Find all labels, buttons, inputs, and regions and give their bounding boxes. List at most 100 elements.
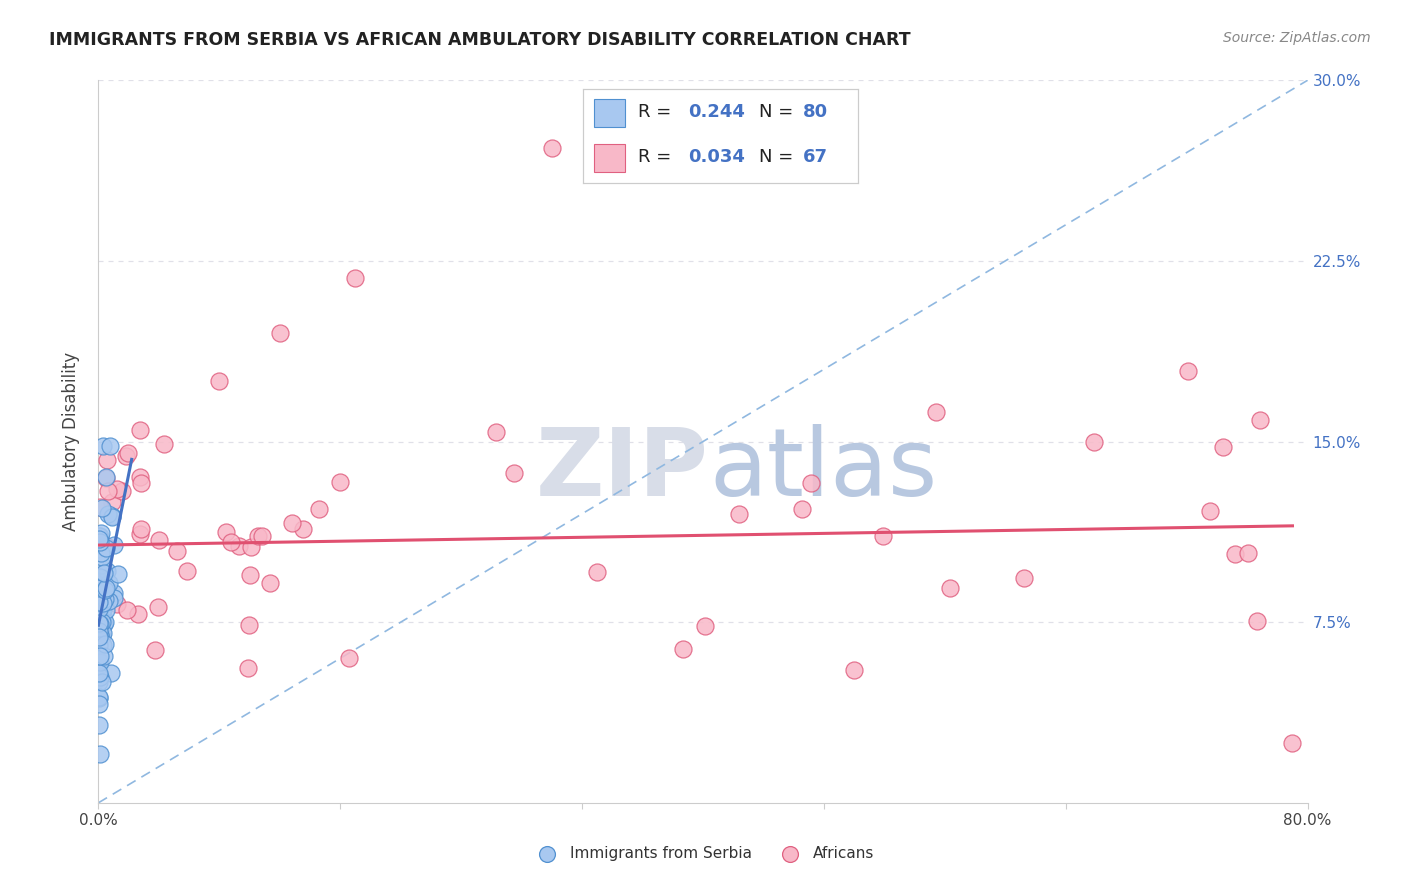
Point: [89, 654, 111, 668]
Point: [153, 436, 176, 450]
Point: [93, 540, 115, 554]
Point: [91, 500, 114, 515]
Point: [89, 747, 111, 762]
Point: [228, 539, 250, 553]
Point: [146, 599, 169, 614]
Text: N =: N =: [759, 148, 799, 166]
Point: [101, 495, 124, 509]
Point: [129, 475, 152, 490]
Point: [308, 502, 330, 516]
Point: [90, 581, 112, 595]
Legend: Immigrants from Serbia, Africans: Immigrants from Serbia, Africans: [526, 840, 880, 867]
Point: [291, 522, 314, 536]
Point: [87, 718, 110, 732]
Point: [89, 528, 111, 542]
Point: [148, 533, 170, 548]
Point: [87, 608, 110, 623]
Point: [1237, 546, 1260, 560]
Point: [89, 621, 111, 635]
Point: [240, 540, 263, 554]
Point: [87, 571, 110, 585]
Point: [344, 270, 367, 285]
Point: [281, 516, 304, 530]
Point: [94, 581, 117, 595]
Point: [176, 564, 198, 578]
Point: [115, 450, 138, 464]
Point: [208, 374, 231, 388]
Point: [96, 453, 118, 467]
Point: [93, 566, 115, 581]
Point: [103, 591, 125, 606]
Point: [844, 664, 866, 678]
Point: [89, 584, 111, 599]
Point: [87, 697, 110, 711]
Point: [87, 532, 110, 546]
Point: [219, 535, 242, 549]
Point: [117, 445, 139, 459]
Point: [94, 615, 117, 629]
Text: 80: 80: [803, 103, 828, 121]
Point: [93, 638, 115, 652]
Point: [97, 575, 120, 590]
Point: [89, 583, 111, 598]
Point: [87, 630, 110, 644]
Point: [127, 607, 149, 621]
Point: [87, 616, 110, 631]
Text: R =: R =: [638, 103, 678, 121]
Point: [89, 671, 111, 685]
Point: [90, 629, 112, 643]
Point: [1281, 735, 1303, 749]
Point: [89, 534, 111, 549]
Point: [103, 586, 125, 600]
Point: [89, 595, 111, 609]
Point: [91, 608, 114, 623]
Text: Source: ZipAtlas.com: Source: ZipAtlas.com: [1223, 31, 1371, 45]
Point: [91, 602, 114, 616]
Point: [93, 579, 115, 593]
Point: [728, 508, 751, 522]
Point: [246, 528, 269, 542]
Text: 0.034: 0.034: [688, 148, 745, 166]
Point: [91, 626, 114, 640]
Point: [238, 618, 260, 632]
Point: [87, 582, 110, 596]
Point: [98, 439, 121, 453]
Point: [89, 624, 111, 639]
Point: [89, 617, 111, 632]
Bar: [595, 144, 624, 171]
Point: [105, 597, 128, 611]
Point: [87, 613, 110, 627]
Point: [100, 666, 122, 681]
Point: [1083, 435, 1105, 450]
Point: [96, 539, 118, 553]
Point: [166, 544, 188, 558]
Point: [93, 616, 115, 631]
Point: [239, 568, 262, 582]
Point: [337, 651, 360, 665]
Point: [89, 569, 111, 583]
Point: [143, 643, 166, 657]
Point: [695, 619, 717, 633]
Text: ZIP: ZIP: [536, 425, 709, 516]
Point: [485, 425, 508, 439]
Point: [269, 326, 291, 340]
Point: [111, 483, 134, 498]
Point: [89, 500, 111, 515]
Point: [129, 526, 152, 541]
Point: [105, 482, 128, 496]
Point: [96, 541, 118, 556]
Point: [89, 614, 111, 628]
Point: [89, 602, 111, 616]
Bar: [595, 98, 624, 127]
Point: [585, 565, 607, 579]
Text: R =: R =: [638, 148, 678, 166]
Point: [90, 525, 112, 540]
Point: [87, 666, 110, 681]
Point: [128, 423, 150, 437]
Point: [89, 670, 111, 684]
Point: [131, 522, 153, 536]
Point: [87, 690, 110, 704]
Point: [96, 564, 118, 578]
Point: [1249, 413, 1271, 427]
Point: [1199, 504, 1222, 518]
